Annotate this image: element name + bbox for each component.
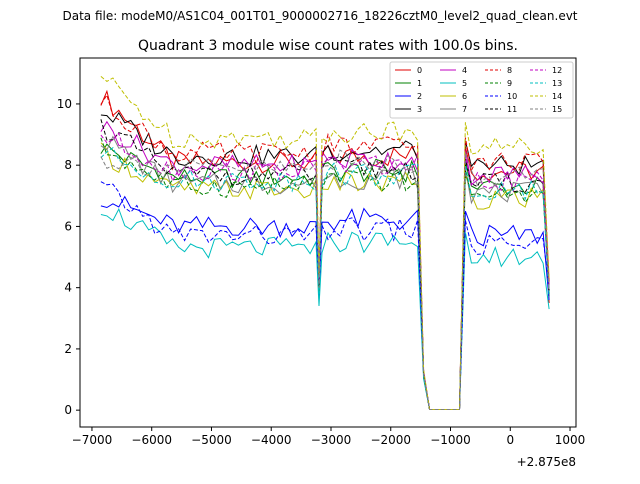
legend-label-3: 3 xyxy=(417,105,422,114)
x-tick-label: −5000 xyxy=(191,433,232,447)
y-tick-label: 6 xyxy=(64,219,72,233)
legend-label-0: 0 xyxy=(417,66,422,75)
legend-label-9: 9 xyxy=(507,79,512,88)
legend-label-4: 4 xyxy=(462,66,467,75)
x-tick-label: −2000 xyxy=(370,433,411,447)
legend-label-7: 7 xyxy=(462,105,467,114)
y-axis-ticks: 0 2 4 6 8 10 xyxy=(57,97,80,417)
x-axis-ticks: −7000 −6000 −5000 −4000 −3000 −2000 −1000 0 1000 xyxy=(72,427,586,447)
legend-label-1: 1 xyxy=(417,79,422,88)
x-tick-label: −1000 xyxy=(430,433,471,447)
x-tick-label: −3000 xyxy=(311,433,352,447)
legend-label-14: 14 xyxy=(552,92,562,101)
chart-suptitle: Data file: modeM0/AS1C04_001T01_90000027… xyxy=(62,9,577,23)
x-offset-label: +2.875e8 xyxy=(517,455,576,469)
legend-label-8: 8 xyxy=(507,66,512,75)
chart-title: Quadrant 3 module wise count rates with … xyxy=(138,38,518,54)
legend-label-5: 5 xyxy=(462,79,467,88)
y-tick-label: 2 xyxy=(64,342,72,356)
x-tick-label: 0 xyxy=(506,433,514,447)
series-line-14 xyxy=(100,76,550,410)
series-line-15 xyxy=(100,149,550,410)
series-line-10 xyxy=(100,181,550,410)
y-tick-label: 8 xyxy=(64,158,72,172)
legend-label-6: 6 xyxy=(462,92,467,101)
plot-lines xyxy=(100,76,550,410)
x-tick-label: −7000 xyxy=(72,433,113,447)
x-tick-label: −6000 xyxy=(131,433,172,447)
x-tick-label: 1000 xyxy=(555,433,586,447)
y-tick-label: 4 xyxy=(64,281,72,295)
legend-label-10: 10 xyxy=(507,92,517,101)
legend-label-12: 12 xyxy=(552,66,562,75)
x-tick-label: −4000 xyxy=(251,433,292,447)
legend-label-15: 15 xyxy=(552,105,562,114)
y-tick-label: 0 xyxy=(64,403,72,417)
legend-label-2: 2 xyxy=(417,92,422,101)
legend-label-13: 13 xyxy=(552,79,562,88)
legend-label-11: 11 xyxy=(507,105,517,114)
series-line-2 xyxy=(100,195,550,410)
series-line-5 xyxy=(100,207,550,410)
series-line-12 xyxy=(100,132,550,410)
y-tick-label: 10 xyxy=(57,97,72,111)
legend-frame xyxy=(389,61,574,119)
axes-frame xyxy=(79,57,577,428)
